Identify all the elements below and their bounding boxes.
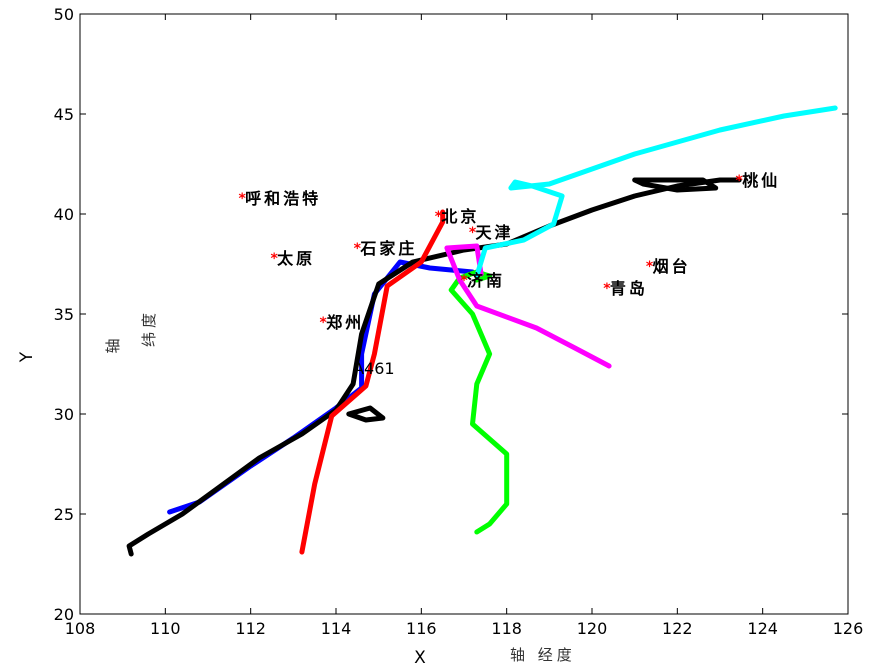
city-marker-3: *	[435, 209, 443, 225]
y-tick-label-1: 25	[54, 505, 74, 524]
city-label-3: 北京	[441, 207, 479, 226]
city-label-4: 天津	[476, 223, 514, 242]
city-label-5: 郑州	[326, 313, 364, 332]
city-marker-7: *	[603, 281, 611, 297]
series-line-7	[444, 243, 612, 369]
x-axis-label: X	[414, 648, 426, 668]
series-line-4	[299, 209, 446, 555]
series-line-3	[346, 405, 386, 423]
x-tick-label-0: 108	[65, 619, 96, 638]
city-marker-5: *	[320, 315, 328, 331]
series-layer	[126, 105, 838, 557]
y-tick-label-0: 20	[54, 605, 74, 624]
city-label-9: 桃仙	[742, 171, 780, 190]
city-label-1: 太原	[276, 249, 315, 268]
city-marker-4: *	[469, 225, 477, 241]
city-label-2: 石家庄	[359, 239, 417, 258]
y-tick-label-3: 35	[54, 305, 74, 324]
city-marker-1: *	[270, 251, 278, 267]
series-line-8	[474, 105, 838, 279]
city-marker-2: *	[354, 241, 362, 257]
x-tick-label-9: 126	[833, 619, 864, 638]
x-tick-label-2: 112	[235, 619, 266, 638]
city-marker-layer: * 呼和浩特* 太原 * 石家庄* 北京* 天津* 郑州* 济南 * 青岛* 烟台* 桃仙	[238, 171, 780, 332]
city-label-8: 烟台	[653, 257, 691, 276]
y-tick-label-6: 50	[54, 5, 74, 24]
x-tick-label-1: 110	[150, 619, 181, 638]
y-tick-label-2: 30	[54, 405, 74, 424]
city-label-0: 呼和浩特	[245, 189, 321, 208]
track-id-label: A461	[353, 359, 394, 378]
x-tick-label-7: 122	[662, 619, 693, 638]
city-marker-6: *	[460, 273, 468, 289]
city-marker-8: *	[646, 259, 654, 275]
series-line-2	[632, 177, 719, 193]
y-axis-note-char: 轴	[104, 334, 122, 353]
x-tick-label-3: 114	[321, 619, 352, 638]
city-marker-0: *	[238, 191, 246, 207]
city-label-7: 青岛	[610, 279, 648, 298]
x-tick-label-4: 116	[406, 619, 437, 638]
series-line-5	[448, 275, 510, 535]
axis-tick-layer: 108 110 112 114 116 118 120 122 124 126 20 25 30 35 40…	[54, 5, 864, 638]
y-tick-label-4: 40	[54, 205, 74, 224]
x-axis-note: 轴 经度	[510, 646, 576, 664]
series-line-1	[126, 177, 742, 557]
city-label-6: 济南	[467, 271, 505, 290]
x-tick-label-5: 118	[491, 619, 522, 638]
x-tick-label-6: 120	[577, 619, 608, 638]
y-axis-label: Y	[17, 351, 37, 363]
x-tick-label-8: 124	[747, 619, 778, 638]
y-axis-note-word: 纬度	[140, 309, 158, 347]
y-tick-label-5: 45	[54, 105, 74, 124]
city-marker-9: *	[736, 173, 744, 189]
